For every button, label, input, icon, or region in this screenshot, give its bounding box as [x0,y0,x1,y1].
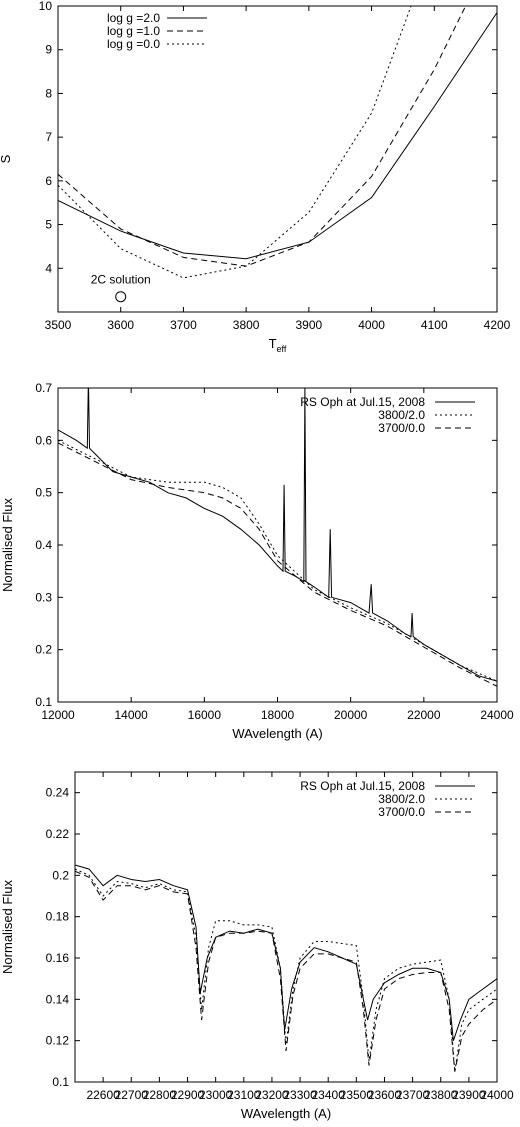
x-tick-label: 4000 [358,318,385,332]
x-tick-label: 23800 [424,1088,458,1102]
y-tick-label: 0.2 [35,643,52,657]
y-tick-label: 7 [45,130,52,144]
legend-label-2: log g =1.0 [107,24,160,38]
y-tick-label: 0.5 [35,486,52,500]
legend-label-2: 3800/2.0 [378,408,425,422]
x-tick-label: 4200 [484,318,511,332]
x-tick-label: 23100 [227,1088,261,1102]
y-tick-label: 8 [45,86,52,100]
y-tick-label: 0.18 [46,910,70,924]
y-tick-label: 0.1 [52,1075,69,1089]
legend-label-3: log g =0.0 [107,37,160,51]
x-tick-label: 4100 [421,318,448,332]
x-tick-label: 22700 [115,1088,149,1102]
legend-label-3: 3700/0.0 [378,805,425,819]
y-tick-label: 0.24 [46,786,70,800]
y-tick-label: 0.22 [46,827,70,841]
plot-frame [57,387,498,703]
plot-frame [74,771,498,1083]
y-tick-label: 0.6 [35,433,52,447]
x-tick-label: 3900 [296,318,323,332]
y-tick-label: 4 [45,261,52,275]
x-tick-label: 3600 [107,318,134,332]
y-tick-label: 5 [45,218,52,232]
chart-panel-3: 2260022700228002290023000231002320023300… [0,771,514,1121]
x-tick-label: 23400 [312,1088,346,1102]
x-tick-label: 3500 [45,318,72,332]
legend-label-1: RS Oph at Jul.15, 2008 [300,779,425,793]
y-tick-label: 0.3 [35,590,52,604]
legend-label-3: 3700/0.0 [378,421,425,435]
annotation-label: 2C solution [91,273,151,287]
y-tick-label: 0.14 [46,992,70,1006]
plot-frame [57,5,498,313]
y-tick-label: 6 [45,174,52,188]
x-tick-label: 23000 [199,1088,233,1102]
x-axis-label: WAvelength (A) [241,1106,331,1121]
x-tick-label: 16000 [188,708,222,722]
x-tick-label: 24000 [480,1088,514,1102]
x-tick-label: 22000 [407,708,441,722]
x-tick-label: 22900 [171,1088,205,1102]
x-tick-label: 23600 [368,1088,402,1102]
y-tick-label: 0.7 [35,381,52,395]
x-tick-label: 23500 [340,1088,374,1102]
series-line-1 [58,12,497,260]
y-tick-label: 0.4 [35,538,52,552]
series-line-3 [58,442,497,687]
y-tick-label: 0.1 [35,695,52,709]
x-tick-label: 23900 [452,1088,486,1102]
x-tick-label: 20000 [334,708,368,722]
y-axis-label: Normalised Flux [0,498,15,592]
series-line-3 [75,870,497,1072]
y-tick-label: 0.16 [46,951,70,965]
solution-marker [115,291,127,303]
x-tick-label: 23300 [283,1088,317,1102]
series-line-1 [58,388,497,682]
y-tick-label: 10 [39,0,53,13]
y-tick-label: 0.12 [46,1034,70,1048]
x-tick-label: 3700 [170,318,197,332]
x-tick-label: 22800 [143,1088,177,1102]
x-tick-label: 22600 [86,1088,120,1102]
x-tick-label: 12000 [41,708,75,722]
series-line-2 [58,6,467,267]
x-tick-label: 18000 [261,708,295,722]
x-tick-label: 23200 [255,1088,289,1102]
legend-label-1: log g =2.0 [107,11,160,25]
legend-label-2: 3800/2.0 [378,792,425,806]
y-tick-label: 0.2 [52,868,69,882]
chart-panel-2: 12000 14000 16000 18000 20000 22000 24000 0.1 0.… [0,381,514,741]
chart-panel-1: 3500 3600 3700 3800 3900 4000 4100 4200 4 5 6 7 8 9 10… [0,0,511,354]
x-axis-label: Teff [269,336,287,354]
x-tick-label: 23700 [396,1088,430,1102]
y-axis-label: Normalised Flux [0,880,15,974]
y-tick-label: 9 [45,43,52,57]
x-tick-label: 3800 [233,318,260,332]
y-axis-label: S [0,154,13,163]
x-axis-label: WAvelength (A) [232,726,322,741]
x-tick-label: 24000 [480,708,514,722]
legend-label-1: RS Oph at Jul.15, 2008 [300,395,425,409]
series-line-1 [75,864,497,1041]
x-tick-label: 14000 [114,708,148,722]
